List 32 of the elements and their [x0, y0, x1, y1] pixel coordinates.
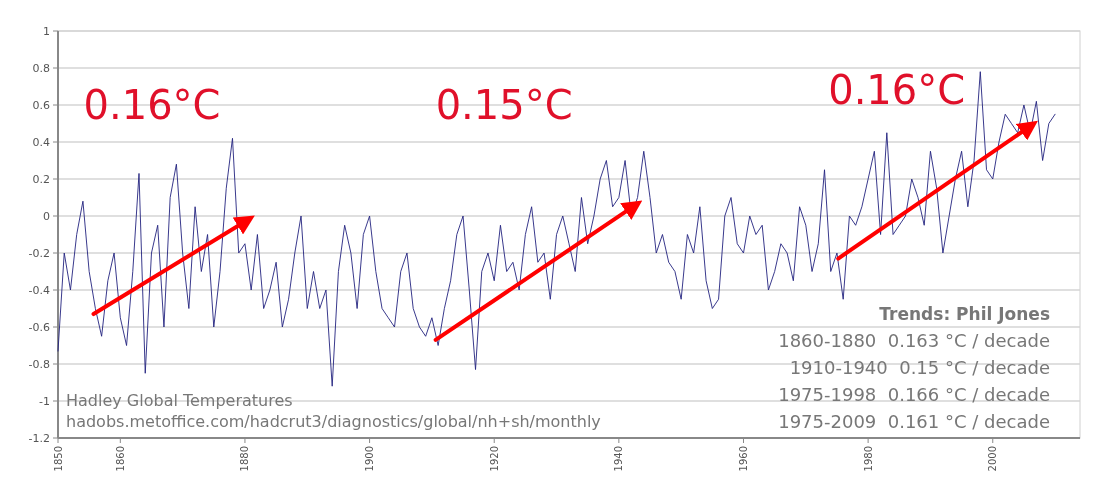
- annotation: 1910-1940 0.15 °C / decade: [789, 357, 1050, 378]
- y-tick-label: -1.2: [28, 431, 50, 445]
- y-tick-label: 0.4: [32, 135, 50, 149]
- x-tick-label: 1980: [862, 446, 874, 472]
- x-tick-label: 1900: [364, 446, 376, 472]
- y-tick-label: -0.4: [28, 283, 50, 297]
- x-tick-label: 1880: [239, 446, 251, 472]
- y-tick-label: 0.2: [32, 172, 50, 186]
- y-tick-label: 0.6: [32, 98, 50, 112]
- annotation: 1860-1880 0.163 °C / decade: [778, 330, 1050, 351]
- y-tick-label: -0.8: [28, 357, 50, 371]
- x-tick-label: 1920: [488, 446, 500, 472]
- annotation: hadobs.metoffice.com/hadcrut3/diagnostics/global/nh+sh/monthly: [66, 412, 601, 431]
- x-tick-label: 1960: [737, 446, 749, 472]
- annotation: 0.15°C: [435, 82, 573, 128]
- x-tick-label: 1940: [613, 446, 625, 472]
- annotation: Hadley Global Temperatures: [66, 391, 293, 410]
- x-tick-label: 1860: [114, 446, 126, 472]
- y-tick-label: 1: [43, 24, 50, 38]
- x-tick-label: 1850: [52, 446, 64, 472]
- annotation: 0.16°C: [83, 82, 221, 128]
- annotation: 0.16°C: [828, 67, 966, 113]
- y-tick-label: 0: [43, 209, 50, 223]
- line-series: [57, 71, 1056, 387]
- y-tick-label: -1: [39, 394, 50, 408]
- annotation: 1975-1998 0.166 °C / decade: [778, 384, 1050, 405]
- x-tick-label: 2000: [987, 446, 999, 472]
- y-tick-label: -0.2: [28, 246, 50, 260]
- annotation: 1975-2009 0.161 °C / decade: [778, 411, 1050, 432]
- y-tick-label: -0.6: [28, 320, 50, 334]
- y-tick-label: 0.8: [32, 61, 50, 75]
- annotation: Trends: Phil Jones: [879, 304, 1050, 324]
